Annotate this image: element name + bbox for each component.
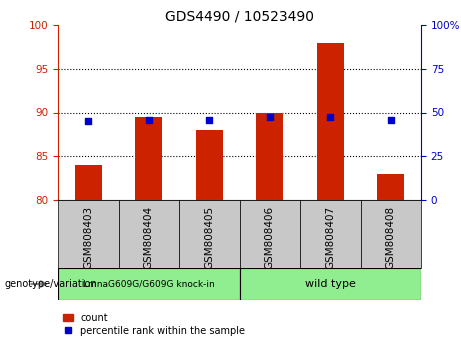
Text: GSM808403: GSM808403 bbox=[83, 205, 93, 269]
Text: GSM808405: GSM808405 bbox=[204, 205, 214, 269]
Point bbox=[266, 114, 273, 120]
Text: wild type: wild type bbox=[305, 279, 356, 289]
Text: LmnaG609G/G609G knock-in: LmnaG609G/G609G knock-in bbox=[83, 280, 215, 289]
Bar bbox=[58, 200, 118, 268]
Bar bbox=[179, 200, 240, 268]
Text: GSM808407: GSM808407 bbox=[325, 205, 335, 269]
Legend: count, percentile rank within the sample: count, percentile rank within the sample bbox=[63, 313, 245, 336]
Bar bbox=[300, 200, 361, 268]
Point bbox=[326, 114, 334, 120]
Point bbox=[387, 118, 395, 123]
Bar bbox=[195, 130, 223, 200]
Text: GSM808404: GSM808404 bbox=[144, 205, 154, 269]
Bar bbox=[58, 268, 240, 300]
Point bbox=[145, 117, 153, 122]
Text: GSM808408: GSM808408 bbox=[386, 205, 396, 269]
Bar bbox=[361, 200, 421, 268]
Point bbox=[206, 118, 213, 123]
Bar bbox=[377, 174, 404, 200]
Bar bbox=[256, 113, 284, 200]
Bar bbox=[317, 42, 344, 200]
Point bbox=[84, 119, 92, 124]
Title: GDS4490 / 10523490: GDS4490 / 10523490 bbox=[165, 10, 314, 24]
Text: GSM808406: GSM808406 bbox=[265, 205, 275, 269]
Bar bbox=[135, 117, 162, 200]
Bar bbox=[240, 200, 300, 268]
Bar bbox=[240, 268, 421, 300]
Bar bbox=[118, 200, 179, 268]
Bar bbox=[75, 165, 102, 200]
Text: genotype/variation: genotype/variation bbox=[5, 279, 97, 289]
